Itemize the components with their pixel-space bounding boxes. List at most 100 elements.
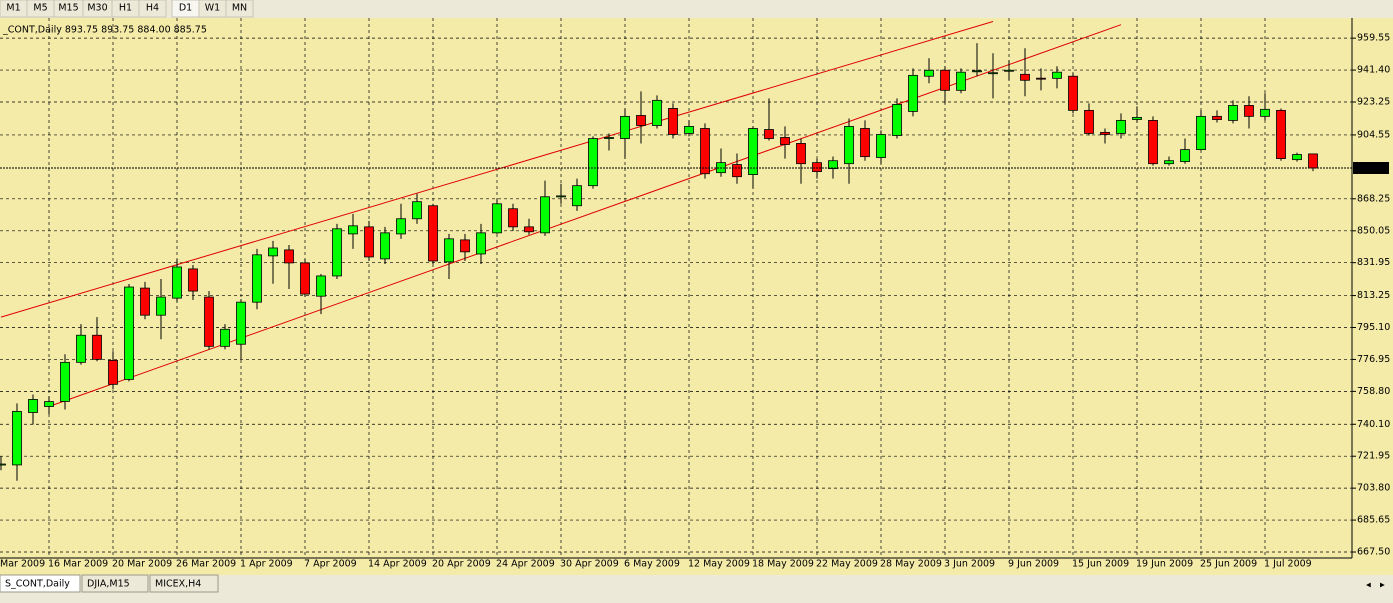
candle-body	[684, 125, 694, 134]
x-tick-label: 3 Jun 2009	[944, 559, 995, 570]
timeframe-label[interactable]: M5	[33, 3, 47, 14]
x-tick-label: 1 Apr 2009	[240, 559, 293, 570]
candle-body	[364, 226, 374, 258]
candle-body	[908, 74, 918, 112]
chart-tab[interactable]	[81, 574, 149, 593]
x-tick-label: 18 May 2009	[752, 559, 814, 570]
candle-body	[668, 108, 678, 135]
chart-tab[interactable]	[149, 574, 219, 593]
candle-body	[924, 69, 934, 77]
candle-body	[540, 196, 550, 234]
y-tick-label: 685.65	[1357, 515, 1390, 526]
candle-body	[572, 185, 582, 207]
timeframe-label[interactable]: H1	[119, 3, 132, 14]
y-tick-label: 721.95	[1357, 451, 1390, 462]
candle-body	[156, 296, 166, 316]
x-tick-label: 28 May 2009	[880, 559, 942, 570]
x-tick-label: 20 Apr 2009	[432, 559, 491, 570]
y-tick-label: 904.55	[1357, 129, 1390, 140]
x-tick-label: 20 Mar 2009	[112, 559, 172, 570]
timeframe-button[interactable]	[225, 0, 254, 18]
candle-body	[556, 195, 566, 198]
x-tick-label: 15 Jun 2009	[1072, 559, 1129, 570]
timeframe-label[interactable]: MN	[232, 3, 247, 14]
y-tick-label: 703.80	[1357, 483, 1390, 494]
candle-body	[444, 238, 454, 263]
candle-body	[1132, 117, 1142, 120]
plot-area	[0, 18, 1352, 558]
x-tick-label: 22 May 2009	[816, 559, 878, 570]
candle-body	[252, 254, 262, 303]
y-tick-label: 868.25	[1357, 193, 1390, 204]
toolbar	[0, 0, 1393, 18]
last-price-label: 885.75	[1355, 163, 1388, 174]
y-tick-label: 795.10	[1357, 322, 1390, 333]
candle-body	[1004, 69, 1014, 72]
x-tick-label: 24 Apr 2009	[496, 559, 555, 570]
candle-body	[316, 275, 326, 297]
candle-body	[60, 361, 70, 402]
x-tick-label: 1 Jul 2009	[1264, 559, 1312, 570]
chart-header: _CONT,Daily 893.75 893.75 884.00 885.75	[2, 25, 207, 36]
chart-tab-label[interactable]: S_CONT,Daily	[5, 579, 70, 590]
x-tick-label: 19 Jun 2009	[1136, 559, 1193, 570]
x-tick-label: 12 May 2009	[688, 559, 750, 570]
candle-body	[204, 296, 214, 347]
candle-body	[124, 286, 134, 380]
timeframe-label[interactable]: H4	[146, 3, 159, 14]
timeframe-label[interactable]: D1	[179, 3, 192, 14]
scroll-right[interactable]: ▸	[1380, 580, 1385, 591]
candle-body	[1148, 120, 1158, 165]
candle-body	[844, 125, 854, 165]
x-tick-label: 6 May 2009	[624, 559, 680, 570]
candle-body	[828, 160, 838, 170]
timeframe-label[interactable]: W1	[205, 3, 220, 14]
candle-body	[76, 334, 86, 363]
candle-body	[28, 399, 38, 413]
y-tick-label: 740.10	[1357, 419, 1390, 430]
y-tick-label: 758.80	[1357, 386, 1390, 397]
candle-body	[1228, 105, 1238, 121]
candle-body	[1164, 160, 1174, 165]
candle-body	[172, 266, 182, 299]
x-tick-label: 26 Mar 2009	[176, 559, 236, 570]
candle-body	[620, 115, 630, 139]
y-tick-label: 831.95	[1357, 257, 1390, 268]
candle-body	[332, 228, 342, 277]
candle-body	[636, 115, 646, 126]
candle-body	[700, 128, 710, 175]
candle-body	[1084, 109, 1094, 134]
candle-body	[188, 268, 198, 292]
candle-body	[236, 301, 246, 345]
chart-tab[interactable]	[0, 574, 81, 593]
candle-body	[1196, 115, 1206, 151]
candle-body	[220, 328, 230, 347]
scroll-left[interactable]: ◂	[1366, 580, 1371, 591]
candle-body	[1036, 77, 1046, 80]
trend-line	[0, 21, 994, 318]
timeframe-label[interactable]: M15	[58, 3, 78, 14]
chart-tab-label[interactable]: DJIA,M15	[87, 579, 130, 590]
timeframe-button[interactable]	[138, 0, 167, 18]
candle-body	[732, 164, 742, 178]
candle-body	[652, 99, 662, 126]
candle-body	[860, 128, 870, 158]
x-tick-label: 30 Apr 2009	[560, 559, 619, 570]
y-tick-label: 959.55	[1357, 33, 1390, 44]
candle-body	[396, 218, 406, 235]
candle-body	[0, 463, 6, 466]
candle-body	[476, 232, 486, 255]
x-tick-label: 9 Jun 2009	[1008, 559, 1059, 570]
y-tick-label: 813.25	[1357, 290, 1390, 301]
candle-body	[460, 239, 470, 253]
candle-body	[780, 137, 790, 145]
candle-body	[12, 411, 22, 466]
candle-body	[428, 205, 438, 262]
timeframe-label[interactable]: M30	[87, 3, 107, 14]
timeframe-label[interactable]: M1	[6, 3, 20, 14]
candle-body	[108, 360, 118, 385]
candle-body	[492, 203, 502, 234]
y-tick-label: 923.25	[1357, 97, 1390, 108]
chart-tab-label[interactable]: MICEX,H4	[155, 579, 201, 590]
